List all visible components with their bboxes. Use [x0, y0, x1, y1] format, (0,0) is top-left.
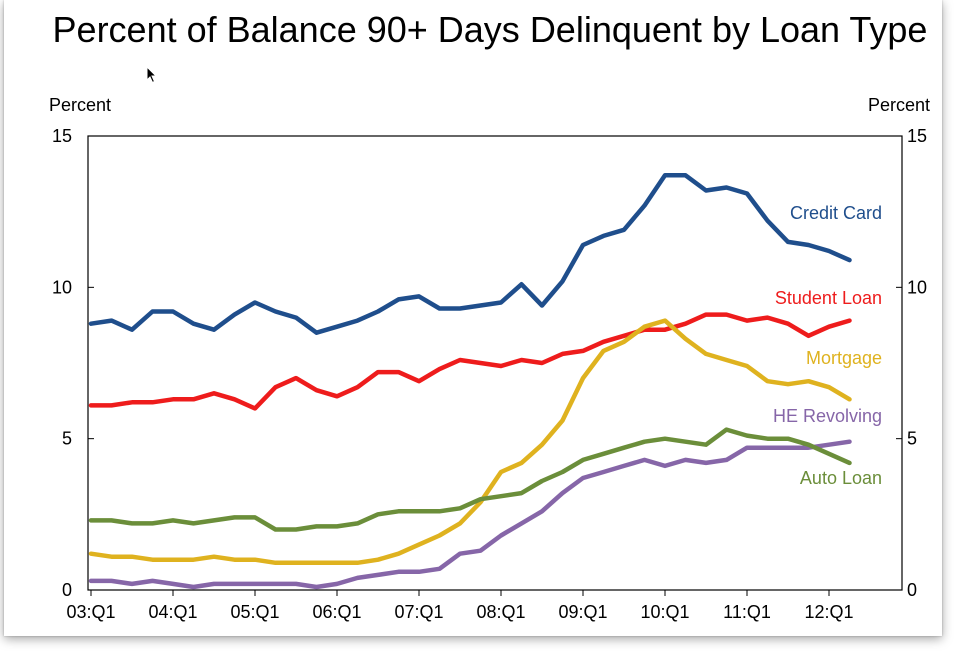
- plot-frame: [87, 135, 903, 591]
- x-tick-label: 09:Q1: [558, 602, 607, 622]
- series-line-auto-loan: [88, 427, 852, 532]
- mouse-pointer-icon: [146, 66, 158, 84]
- y-tick-label-left: 5: [62, 429, 72, 449]
- y-tick-label-left: 0: [62, 580, 72, 600]
- series-label-he-revolving: HE Revolving: [773, 406, 882, 426]
- x-tick-label: 12:Q1: [804, 602, 853, 622]
- series-line-credit-card: [88, 173, 852, 335]
- series-label-mortgage: Mortgage: [806, 348, 882, 368]
- x-tick-label: 06:Q1: [312, 602, 361, 622]
- x-tick-label: 11:Q1: [723, 602, 771, 622]
- chart-window: [4, 0, 942, 636]
- right-axis-label: Percent: [868, 95, 931, 115]
- series-line-he-revolving: [88, 439, 852, 590]
- x-tick-label: 08:Q1: [476, 602, 525, 622]
- left-axis-label: Percent: [49, 95, 112, 115]
- series-label-auto-loan: Auto Loan: [800, 468, 882, 488]
- series-label-credit-card: Credit Card: [790, 203, 882, 223]
- y-tick-label-right: 0: [907, 580, 917, 600]
- y-tick-label-left: 10: [52, 277, 72, 297]
- x-tick-label: 04:Q1: [148, 602, 197, 622]
- y-tick-label-right: 5: [907, 429, 917, 449]
- x-tick-label: 05:Q1: [230, 602, 279, 622]
- series-line-mortgage: [88, 318, 852, 566]
- series-line-student-loan: [88, 312, 852, 411]
- x-tick-label: 10:Q1: [640, 602, 689, 622]
- x-tick-label: 07:Q1: [394, 602, 443, 622]
- y-tick-label-right: 10: [907, 277, 927, 297]
- y-tick-label-left: 15: [52, 126, 72, 146]
- x-tick-label: 03:Q1: [66, 602, 115, 622]
- y-tick-label-right: 15: [907, 126, 927, 146]
- series-label-student-loan: Student Loan: [775, 288, 882, 308]
- chart-title: Percent of Balance 90+ Days Delinquent b…: [52, 9, 928, 50]
